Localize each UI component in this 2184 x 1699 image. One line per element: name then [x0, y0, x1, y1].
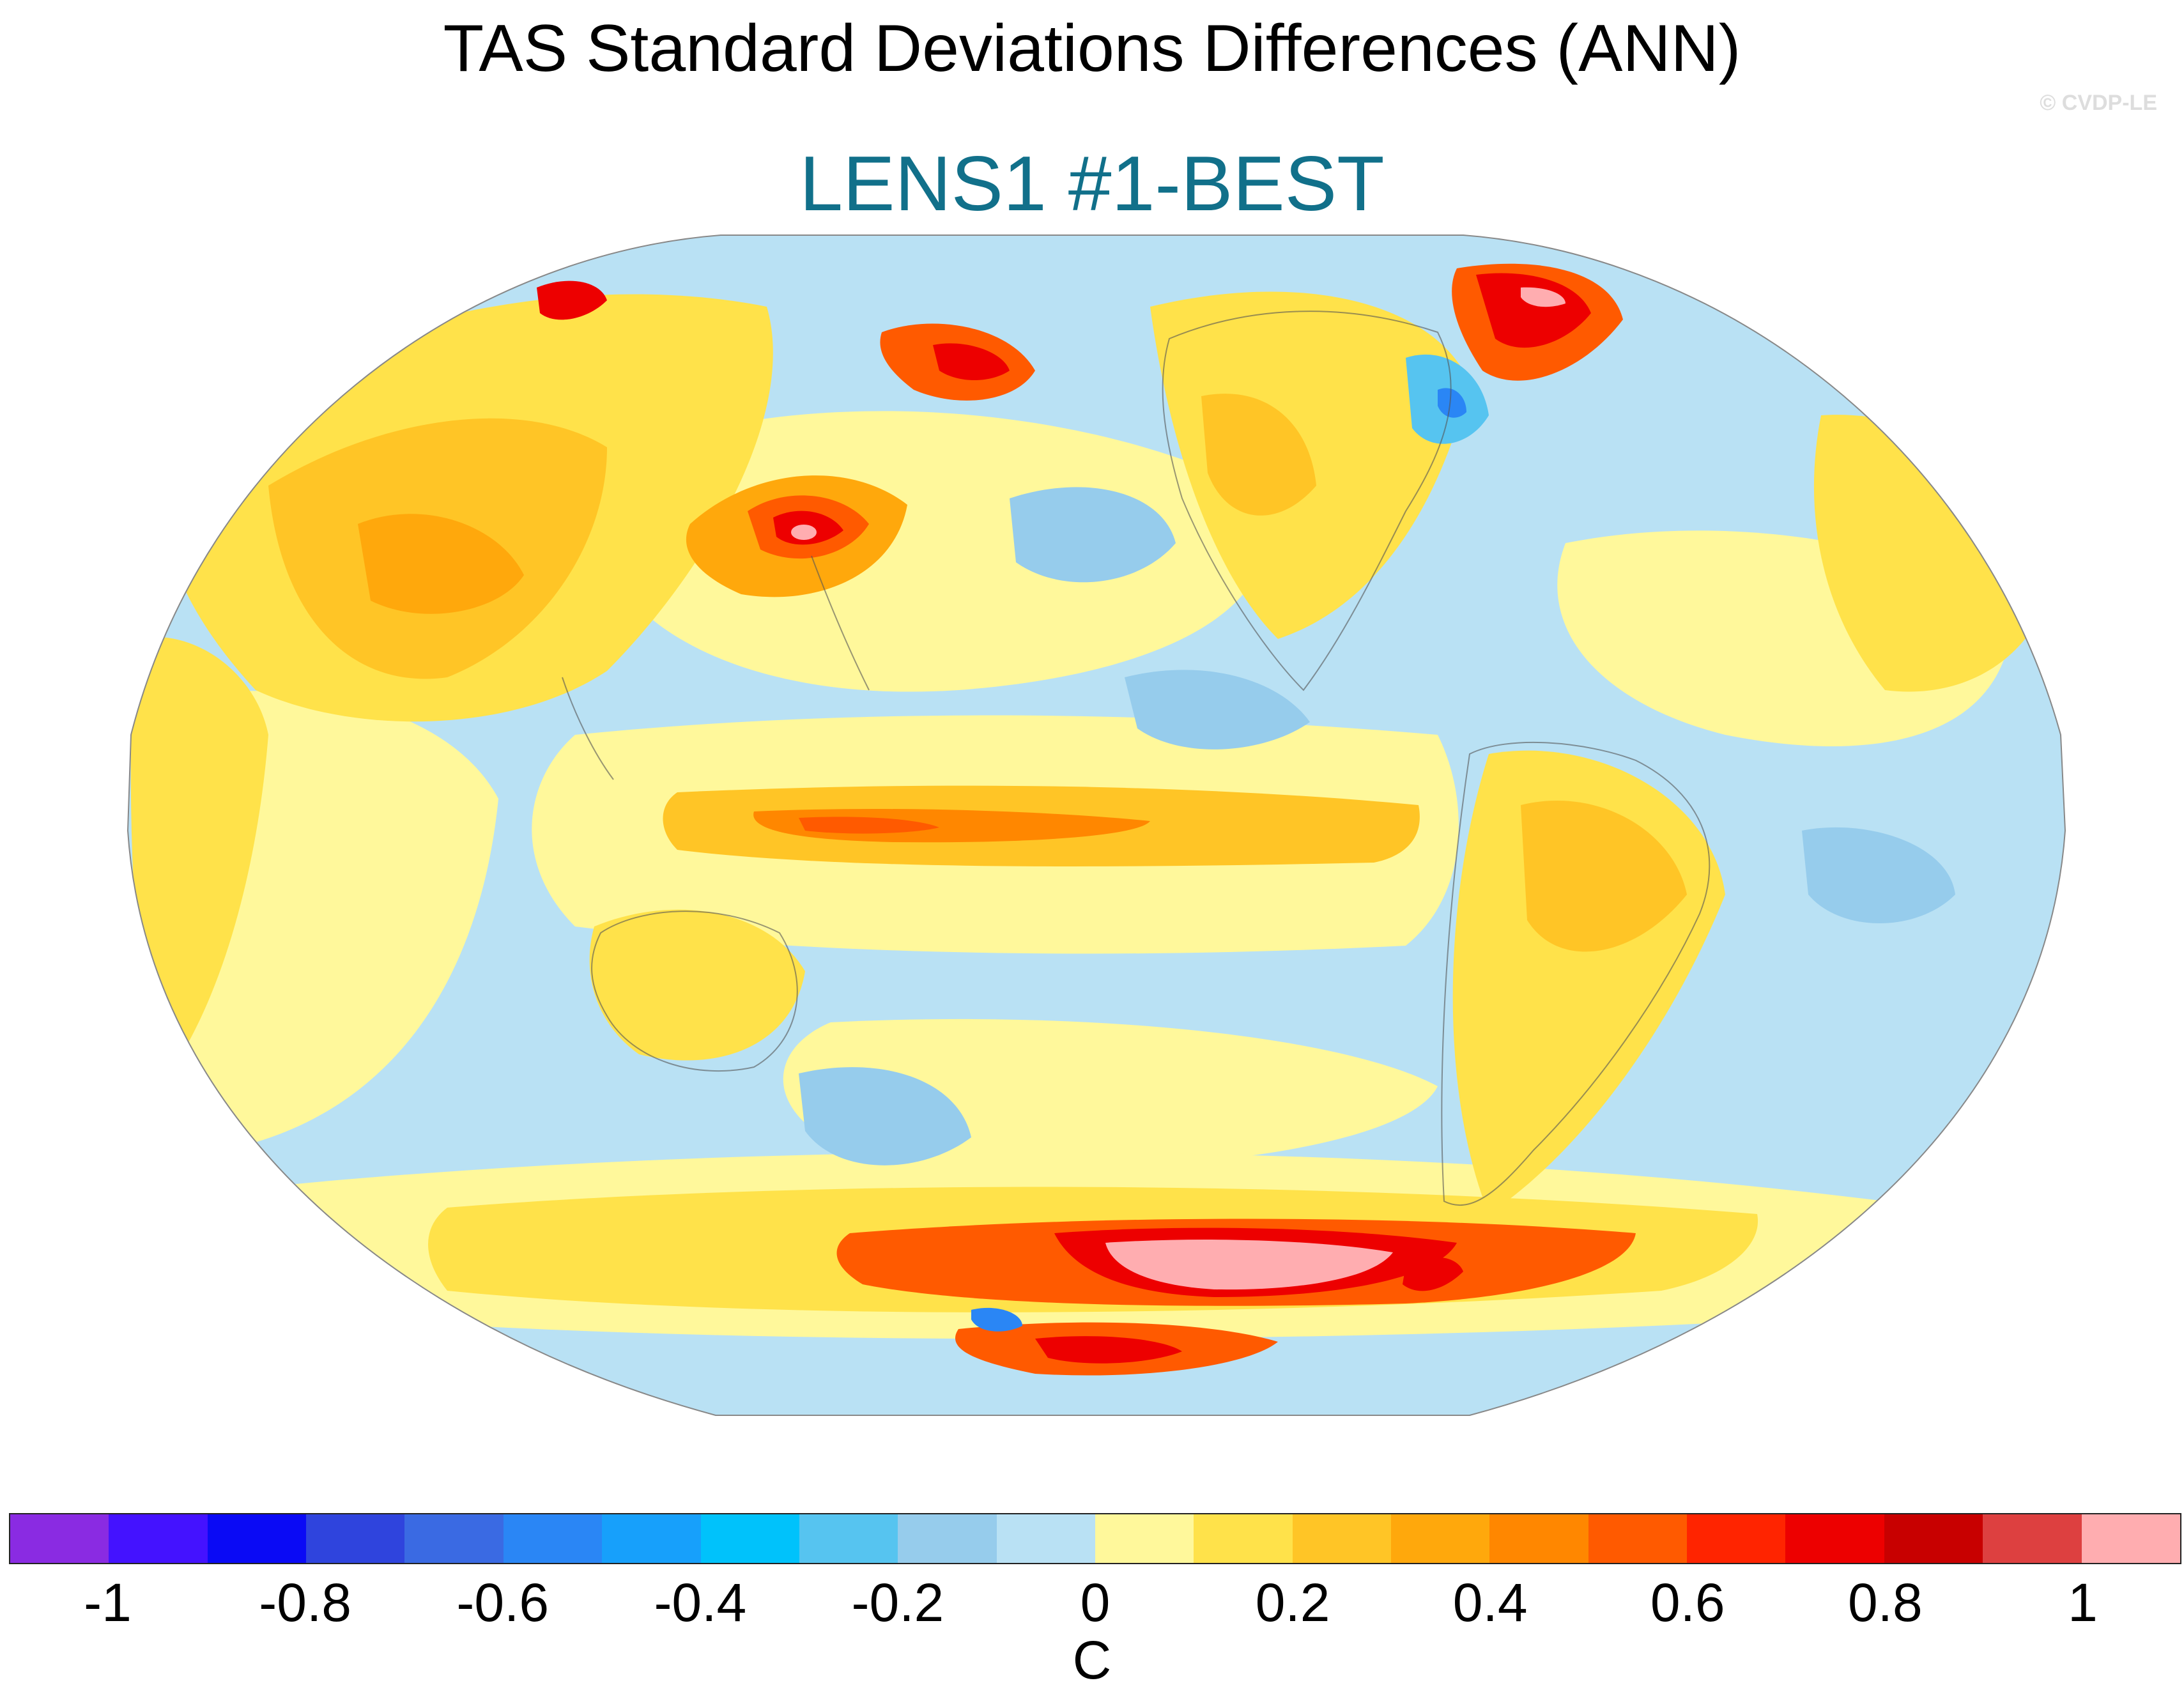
- map-outline: [127, 234, 2066, 1416]
- colorbar-segment: [996, 1514, 1095, 1563]
- colorbar-segment: [306, 1514, 405, 1563]
- colorbar-tick-label: 0.4: [1452, 1572, 1528, 1633]
- colorbar-segment: [503, 1514, 603, 1563]
- colorbar-segment: [207, 1514, 307, 1563]
- colorbar-segment: [1095, 1514, 1194, 1563]
- region-greenland-peak: [1521, 287, 1565, 307]
- colorbar-segment: [1391, 1514, 1490, 1563]
- region-kamchatka-peak: [791, 525, 817, 540]
- map-field: [128, 235, 2065, 1415]
- colorbar-tick-label: 0.6: [1650, 1572, 1725, 1633]
- colorbar-tick-label: -0.4: [654, 1572, 747, 1633]
- region-south-atlantic-cool: [1802, 827, 1955, 923]
- chart-title: TAS Standard Deviations Differences (ANN…: [443, 12, 1741, 86]
- colorbar-tick-label: 0: [1080, 1572, 1111, 1633]
- colorbar-tick-label: -0.2: [851, 1572, 944, 1633]
- colorbar-segment: [700, 1514, 799, 1563]
- colorbar-segment: [602, 1514, 701, 1563]
- colorbar-segment: [109, 1514, 208, 1563]
- region-africa-warm: [130, 636, 268, 1086]
- region-equatorial-pacific-peak: [799, 817, 939, 834]
- region-weddell-warm: [1403, 1257, 1463, 1291]
- colorbar-segment: [1884, 1514, 1983, 1563]
- region-tibet-orange: [358, 514, 524, 614]
- colorbar-tick-label: 0.2: [1255, 1572, 1330, 1633]
- colorbar-segment: [404, 1514, 504, 1563]
- region-labrador-core: [1438, 388, 1466, 418]
- region-south-pacific-cool: [799, 1067, 971, 1165]
- colorbar-segment: [1588, 1514, 1688, 1563]
- colorbar-segment: [1292, 1514, 1392, 1563]
- region-greenland-warm: [1476, 273, 1591, 348]
- colorbar-segment: [2081, 1514, 2180, 1563]
- region-southern-ocean-core: [1105, 1240, 1393, 1290]
- colorbar-segment: [10, 1514, 109, 1563]
- colorbar-tick-label: 1: [2068, 1572, 2098, 1633]
- region-amazon-orange: [1521, 800, 1687, 952]
- colorbar-segment: [1785, 1514, 1884, 1563]
- colorbar-tick-label: -0.6: [456, 1572, 550, 1633]
- region-ross-cool: [971, 1307, 1022, 1332]
- colorbar-tick-label: -0.8: [259, 1572, 351, 1633]
- panel-subtitle: LENS1 #1-BEST: [799, 140, 1385, 227]
- colorbar-segment: [1687, 1514, 1786, 1563]
- colorbar-segment: [799, 1514, 898, 1563]
- region-bering-core: [933, 343, 1010, 380]
- region-nw-siberia-warm: [537, 281, 607, 320]
- colorbar-ticks: -1 -0.8 -0.6 -0.4 -0.2 0 0.2 0.4 0.6 0.8 1: [0, 1572, 2184, 1649]
- colorbar: [9, 1513, 2181, 1564]
- colorbar-segment: [1194, 1514, 1293, 1563]
- coastlines: [562, 311, 1711, 1206]
- colorbar-segment: [1489, 1514, 1588, 1563]
- region-east-pacific-cool-2: [1125, 670, 1310, 750]
- colorbar-unit: C: [1072, 1630, 1112, 1690]
- colorbar-tick-label: 0.8: [1847, 1572, 1923, 1633]
- region-east-pacific-cool: [1010, 487, 1176, 583]
- credit-watermark: © CVDP-LE: [2040, 91, 2157, 115]
- region-antarctic-red: [1035, 1336, 1182, 1364]
- colorbar-segment: [1983, 1514, 2082, 1563]
- region-australia-warm: [589, 909, 805, 1061]
- region-rockies-orange: [1201, 394, 1316, 516]
- colorbar-segment: [898, 1514, 997, 1563]
- colorbar-tick-label: -1: [84, 1572, 132, 1633]
